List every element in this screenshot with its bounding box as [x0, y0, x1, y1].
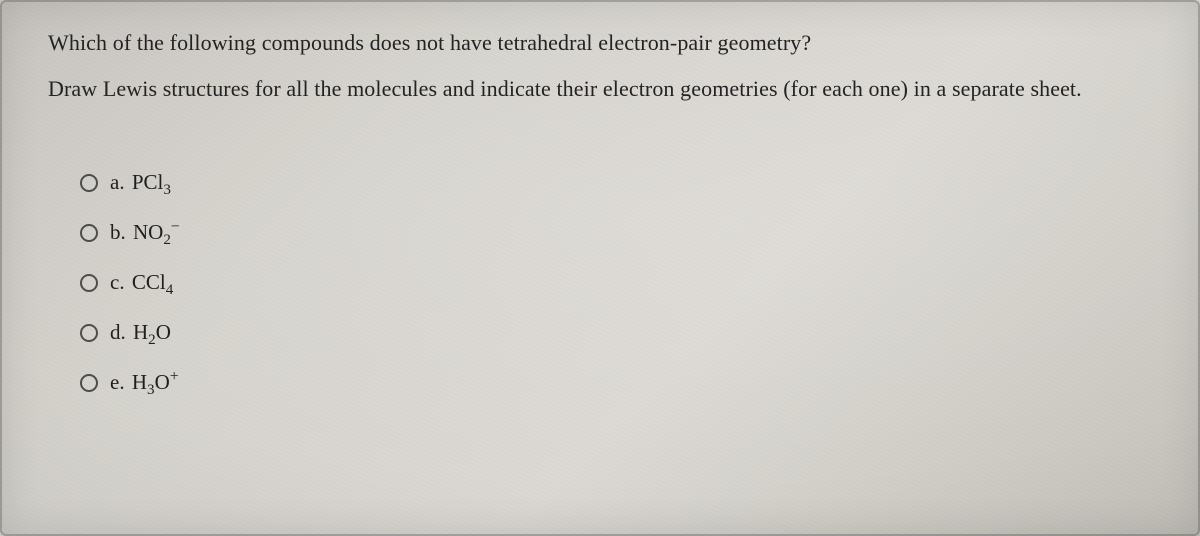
option-b[interactable]: b. NO2− — [80, 222, 180, 243]
option-label: d. H2O — [110, 322, 171, 343]
option-e[interactable]: e. H3O+ — [80, 372, 180, 393]
option-label: a. PCl3 — [110, 172, 171, 193]
radio-icon[interactable] — [80, 374, 98, 392]
radio-icon[interactable] — [80, 274, 98, 292]
option-a[interactable]: a. PCl3 — [80, 172, 180, 193]
question-block: Which of the following compounds does no… — [48, 30, 1180, 122]
option-formula: PCl3 — [132, 170, 171, 194]
option-c[interactable]: c. CCl4 — [80, 272, 180, 293]
option-label: e. H3O+ — [110, 372, 179, 393]
option-formula: H3O+ — [132, 370, 179, 394]
option-formula: CCl4 — [132, 270, 173, 294]
option-formula: H2O — [133, 320, 171, 344]
option-letter: a. — [110, 170, 125, 194]
question-line-1: Which of the following compounds does no… — [48, 30, 1180, 56]
options-list: a. PCl3 b. NO2− c. CCl4 d. H2O e. H3O+ — [80, 172, 180, 393]
option-label: b. NO2− — [110, 222, 180, 243]
option-d[interactable]: d. H2O — [80, 322, 180, 343]
option-formula: NO2− — [133, 220, 180, 244]
option-letter: c. — [110, 270, 125, 294]
radio-icon[interactable] — [80, 324, 98, 342]
option-letter: b. — [110, 220, 126, 244]
radio-icon[interactable] — [80, 174, 98, 192]
question-line-2: Draw Lewis structures for all the molecu… — [48, 76, 1180, 102]
radio-icon[interactable] — [80, 224, 98, 242]
option-label: c. CCl4 — [110, 272, 173, 293]
option-letter: d. — [110, 320, 126, 344]
option-letter: e. — [110, 370, 125, 394]
